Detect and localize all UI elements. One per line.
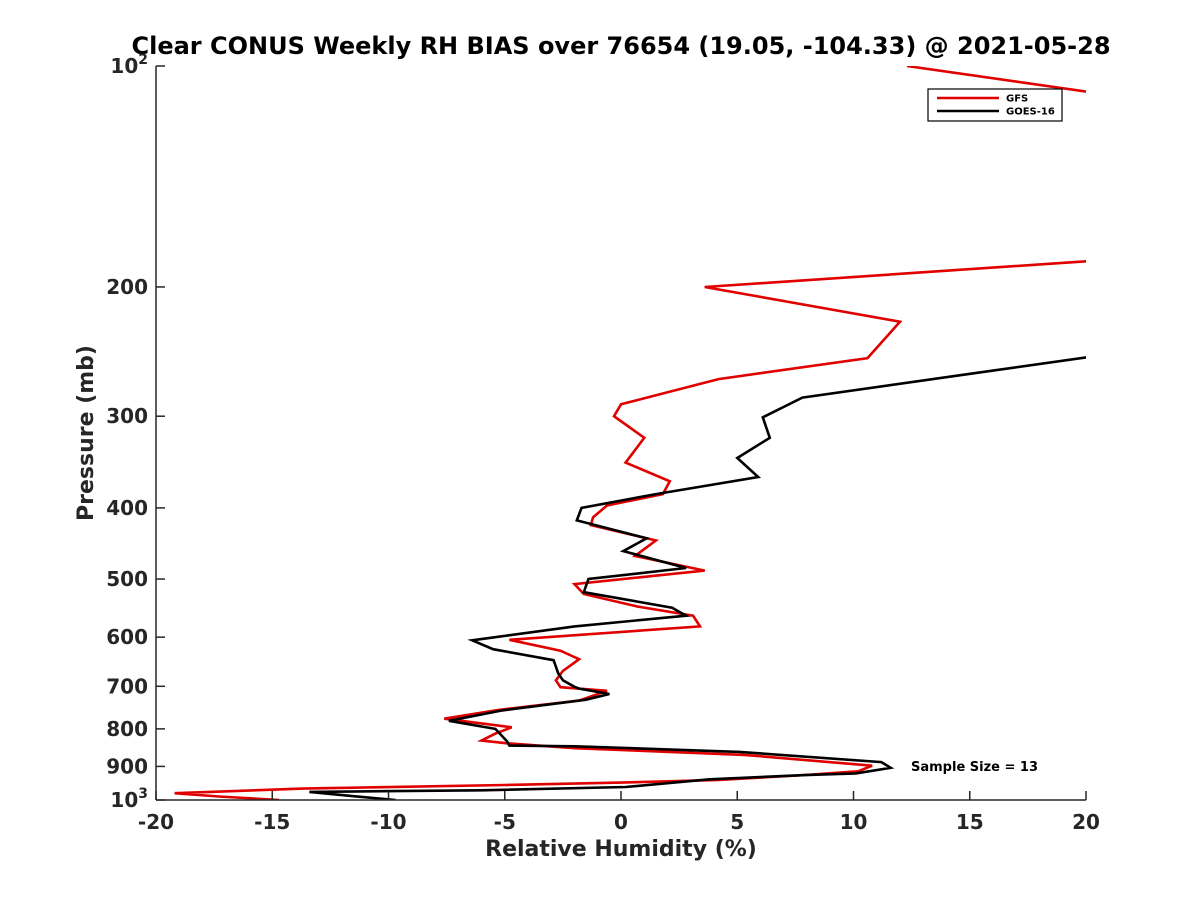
x-tick-label: -15 bbox=[254, 810, 290, 834]
x-tick-label: -5 bbox=[494, 810, 516, 834]
y-ticks: 102 200 300 400 500 600 700 800 900 103 bbox=[106, 52, 165, 812]
y-tick-label: 300 bbox=[106, 404, 148, 428]
x-ticks: -20 -15 -10 -5 0 5 10 15 20 bbox=[138, 791, 1100, 834]
legend: GFS GOES-16 bbox=[927, 88, 1063, 122]
legend-label-goes16: GOES-16 bbox=[1006, 107, 1055, 118]
series-line-goes16 bbox=[309, 356, 1086, 800]
y-axis-label: Pressure (mb) bbox=[74, 345, 99, 521]
x-tick-label: -20 bbox=[138, 810, 174, 834]
x-tick-label: -10 bbox=[370, 810, 406, 834]
y-tick-label: 400 bbox=[106, 496, 148, 520]
y-tick-label: 103 bbox=[110, 786, 148, 812]
sample-size-annotation: Sample Size = 13 bbox=[911, 760, 1038, 775]
legend-label-gfs: GFS bbox=[1006, 94, 1028, 105]
x-tick-label: 20 bbox=[1072, 810, 1100, 834]
x-tick-label: 0 bbox=[614, 810, 628, 834]
x-tick-label: 5 bbox=[730, 810, 744, 834]
y-tick-label: 700 bbox=[106, 674, 148, 698]
y-tick-label: 500 bbox=[106, 567, 148, 591]
x-tick-label: 10 bbox=[840, 810, 868, 834]
y-tick-label: 800 bbox=[106, 717, 148, 741]
series-line-gfs bbox=[174, 66, 1086, 800]
y-tick-label: 200 bbox=[106, 275, 148, 299]
legend-box bbox=[927, 88, 1063, 122]
y-tick-label: 102 bbox=[110, 52, 148, 78]
x-axis-label: Relative Humidity (%) bbox=[485, 837, 757, 862]
x-tick-label: 15 bbox=[956, 810, 984, 834]
y-tick-label: 600 bbox=[106, 625, 148, 649]
y-tick-label: 900 bbox=[106, 754, 148, 778]
series-layer bbox=[174, 66, 1086, 800]
chart-title: Clear CONUS Weekly RH BIAS over 76654 (1… bbox=[131, 32, 1110, 60]
